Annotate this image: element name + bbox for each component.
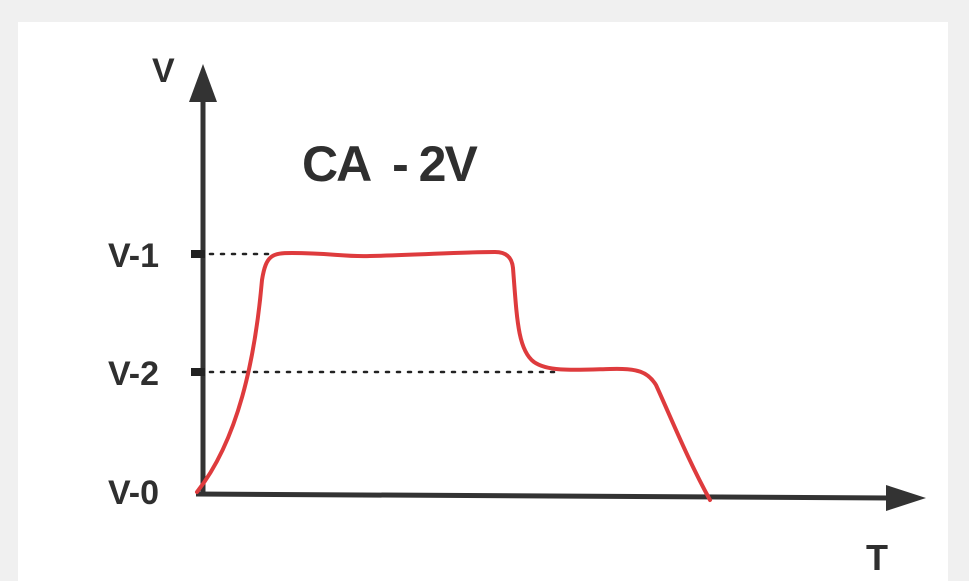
x-axis-arrow-icon: [886, 485, 926, 511]
diagram-panel: [18, 22, 948, 581]
voltage-curve: [195, 250, 712, 502]
v1-tick: [191, 250, 205, 258]
x-axis-label: T: [866, 537, 888, 578]
level-label-v1: V-1: [108, 237, 159, 275]
level-label-v2: V-2: [108, 355, 159, 393]
diagram-title: CA - 2V: [302, 136, 478, 192]
level-label-v0: V-0: [108, 474, 159, 512]
y-axis-arrow-icon: [189, 64, 217, 102]
v2-tick: [191, 368, 205, 376]
x-axis: [195, 491, 896, 501]
y-axis-label: V: [152, 52, 175, 90]
